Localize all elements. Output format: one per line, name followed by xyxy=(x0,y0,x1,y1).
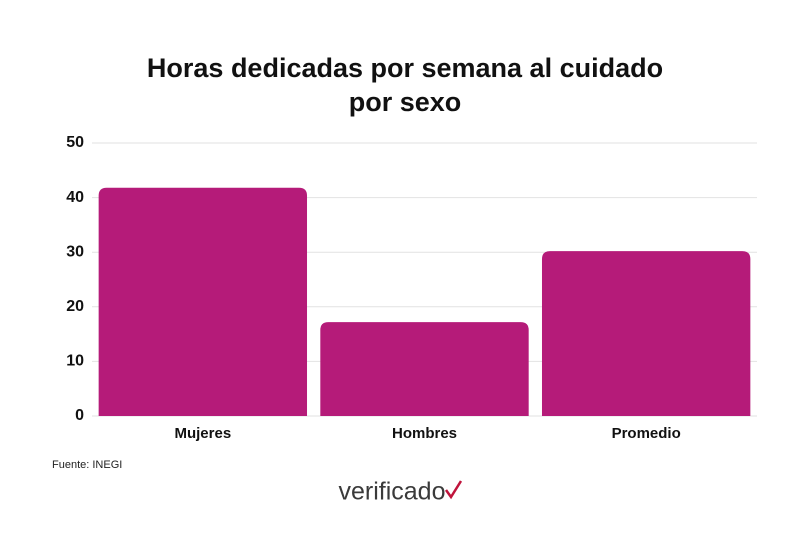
y-tick-label: 50 xyxy=(66,134,84,151)
logo: verificado xyxy=(339,478,446,506)
y-tick-label: 20 xyxy=(66,298,84,315)
y-tick-label: 10 xyxy=(66,353,84,370)
y-tick-label: 40 xyxy=(66,189,84,206)
bar xyxy=(320,322,529,416)
y-tick-label: 0 xyxy=(75,407,84,424)
source: Fuente: INEGI xyxy=(52,459,122,471)
logo-check xyxy=(444,480,463,500)
chart-title: Horas dedicadas por semana al cuidado xyxy=(147,53,663,83)
x-tick-label: Promedio xyxy=(612,425,681,442)
y-tick-label: 30 xyxy=(66,243,84,260)
bar xyxy=(541,251,751,416)
x-tick-label: Hombres xyxy=(392,425,457,442)
bar xyxy=(98,187,308,416)
chart-title: por sexo xyxy=(349,87,462,117)
x-tick-label: Mujeres xyxy=(174,425,231,442)
